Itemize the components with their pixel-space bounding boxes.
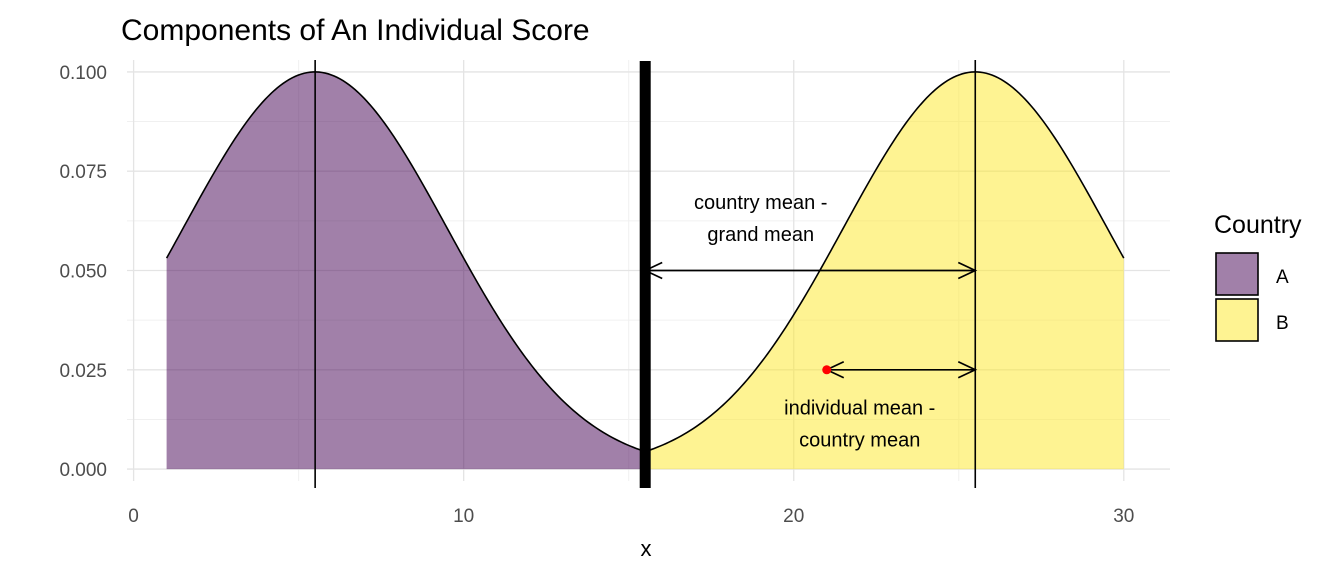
annotation-line: country mean -	[694, 192, 827, 214]
x-tick-label: 20	[783, 506, 804, 527]
x-tick-label: 10	[453, 506, 474, 527]
legend-label-a: A	[1276, 267, 1289, 288]
y-tick-label: 0.025	[59, 361, 107, 382]
x-tick-label: 0	[128, 506, 139, 527]
individual-point	[822, 365, 832, 375]
arrow-head	[643, 261, 663, 280]
y-tick-label: 0.000	[59, 460, 107, 481]
x-tick-label: 30	[1113, 506, 1134, 527]
x-axis-title: x	[641, 536, 652, 561]
annotation-line: country mean	[799, 430, 920, 452]
annotation-line: grand mean	[707, 224, 814, 246]
arrow-head	[957, 261, 978, 280]
density-outline-b	[644, 71, 1125, 453]
density-outline-a	[165, 71, 646, 453]
density-area-a	[166, 71, 646, 470]
legend: Country A B	[1214, 211, 1302, 342]
y-tick-label: 0.075	[59, 162, 107, 183]
legend-label-b: B	[1276, 313, 1289, 334]
annotation-label: country mean - grand mean	[694, 192, 827, 246]
y-tick-label: 0.050	[59, 262, 107, 283]
arrow-head	[957, 361, 978, 379]
legend-swatch-b	[1215, 298, 1259, 342]
chart-title: Components of An Individual Score	[121, 14, 590, 47]
legend-swatch-a	[1215, 252, 1259, 296]
annotation-label: individual mean - country mean	[784, 398, 935, 452]
legend-title: Country	[1214, 211, 1302, 239]
arrow	[643, 261, 978, 280]
annotation-line: individual mean -	[784, 398, 935, 420]
y-tick-label: 0.100	[59, 63, 107, 84]
